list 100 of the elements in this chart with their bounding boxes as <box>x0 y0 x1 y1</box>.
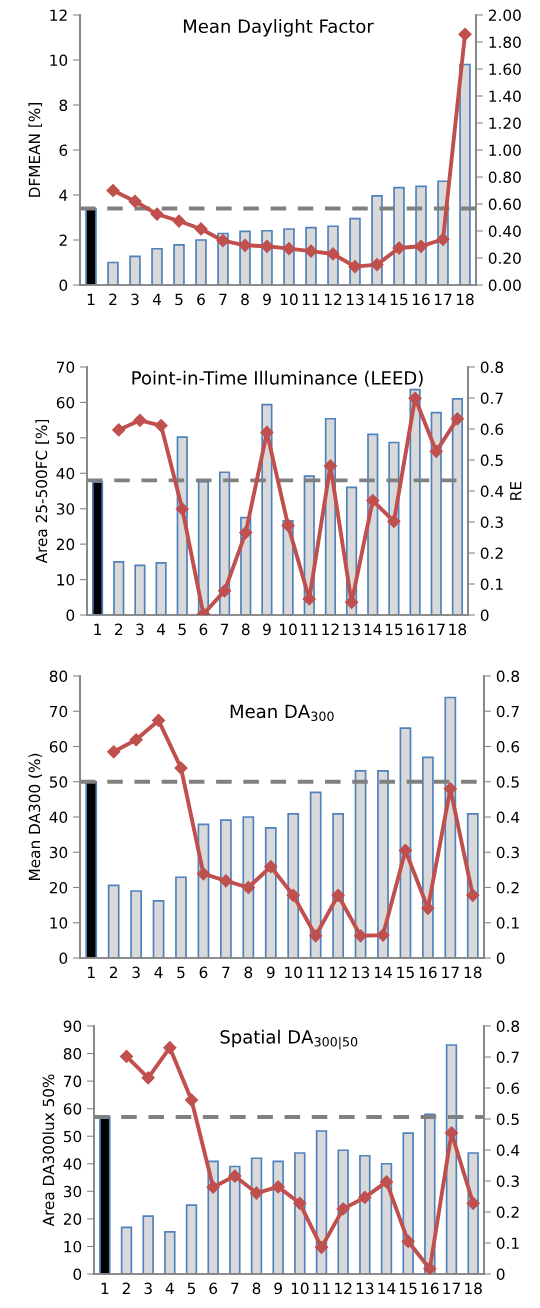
bar <box>185 1204 198 1274</box>
x-tick-label: 4 <box>154 966 163 978</box>
point <box>458 27 472 41</box>
point <box>172 214 186 228</box>
y-tick-label: 80 <box>63 1048 82 1060</box>
y-tick-label: 60 <box>49 740 68 753</box>
y2-tick-label: 0.3 <box>496 846 519 859</box>
point <box>174 761 188 775</box>
chart-title: Point-in-Time Illuminance (LEED) <box>132 370 423 387</box>
x-tick-label: 10 <box>285 966 302 979</box>
y2-tick-label: 0.1 <box>496 917 519 929</box>
point <box>184 1093 199 1107</box>
bar <box>195 239 207 285</box>
y-tick-label: 40 <box>63 1158 82 1170</box>
x-tick-label: 1 <box>88 966 95 978</box>
point <box>436 232 450 246</box>
point <box>119 1049 134 1063</box>
point <box>249 1186 264 1200</box>
point <box>133 413 147 427</box>
y-tick-label: 0 <box>59 279 68 292</box>
x-tick-label: 13 <box>343 623 361 636</box>
bar <box>287 812 300 958</box>
y2-tick-label: 1.40 <box>489 90 521 103</box>
y2-tick-label: 0.5 <box>496 1113 519 1126</box>
bar <box>242 816 255 958</box>
y2-axis-title: RE <box>510 481 522 500</box>
y-tick-label: 70 <box>64 1075 82 1088</box>
point <box>228 1169 242 1183</box>
bar <box>173 244 185 285</box>
x-tick-label: 10 <box>291 1282 309 1295</box>
x-tick-label: 6 <box>199 966 208 979</box>
point <box>206 1180 220 1194</box>
point <box>370 258 384 272</box>
bar <box>152 900 165 958</box>
x-tick-label: 10 <box>280 623 297 636</box>
y2-tick-label: 0 <box>496 952 505 965</box>
point <box>401 1234 415 1249</box>
x-tick-label: 16 <box>412 293 430 306</box>
y-axis-title: Area DA300lux 50% <box>42 1074 55 1227</box>
x-tick-label: 7 <box>222 966 230 978</box>
y2-tick-label: 1.80 <box>489 36 521 49</box>
y2-tick-label: 0.3 <box>496 1175 519 1188</box>
x-tick-label: 5 <box>178 623 186 636</box>
y2-tick-label: 0.1 <box>480 578 503 591</box>
x-tick-label: 12 <box>324 293 342 305</box>
bar <box>220 819 232 958</box>
x-tick-label: 10 <box>280 293 298 306</box>
x-tick-label: 5 <box>177 966 185 979</box>
point <box>336 1202 350 1216</box>
bar <box>155 562 167 615</box>
y-tick-label: 20 <box>56 538 75 551</box>
x-tick-label: 9 <box>274 1282 282 1295</box>
bar <box>120 1226 133 1274</box>
y-tick-label: 10 <box>50 54 68 67</box>
point <box>376 928 390 942</box>
y-tick-label: 90 <box>63 1020 82 1033</box>
y-tick-label: 30 <box>56 503 75 515</box>
point <box>281 518 295 532</box>
point <box>466 888 480 902</box>
x-tick-label: 16 <box>421 1282 439 1295</box>
point <box>107 745 121 759</box>
bar <box>430 411 442 615</box>
point <box>326 247 340 261</box>
text: Mean DA$_{300}$ <box>230 704 334 722</box>
x-tick-label: 8 <box>241 293 249 306</box>
x-tick-label: 3 <box>131 293 139 306</box>
bar <box>151 247 163 285</box>
y2-tick-label: 0.60 <box>488 198 521 211</box>
x-tick-label: 14 <box>378 1282 396 1294</box>
point <box>194 222 208 236</box>
y2-tick-label: 0.8 <box>496 670 520 683</box>
point <box>141 1071 155 1085</box>
x-tick-label: 2 <box>109 293 117 305</box>
x-tick-label: 12 <box>335 1282 352 1294</box>
point <box>151 713 166 728</box>
x-tick-label: 1 <box>101 1282 109 1294</box>
y2-tick-label: 0.80 <box>488 171 521 184</box>
bar <box>337 1149 349 1274</box>
point <box>286 888 300 902</box>
point <box>408 391 422 405</box>
y2-tick-label: 0.4 <box>480 485 504 498</box>
y-tick-label: 60 <box>56 396 75 409</box>
bar <box>164 1231 176 1274</box>
y-tick-label: 70 <box>57 361 75 374</box>
point <box>293 1196 307 1210</box>
y2-tick-label: 0.1 <box>496 1237 519 1250</box>
x-tick-label: 18 <box>465 1282 482 1295</box>
x-tick-label: 2 <box>109 966 117 978</box>
y2-tick-label: 0.8 <box>480 361 504 374</box>
x-tick-label: 1 <box>87 293 95 305</box>
x-tick-label: 15 <box>397 966 414 979</box>
x-tick-label: 4 <box>156 623 166 635</box>
point <box>217 584 232 598</box>
x-tick-label: 9 <box>266 966 275 979</box>
x-tick-label: 8 <box>241 623 250 636</box>
point <box>282 242 296 256</box>
point <box>429 444 443 458</box>
point <box>423 1262 437 1274</box>
bar <box>451 398 464 615</box>
y2-tick-label: 0.6 <box>496 740 520 753</box>
